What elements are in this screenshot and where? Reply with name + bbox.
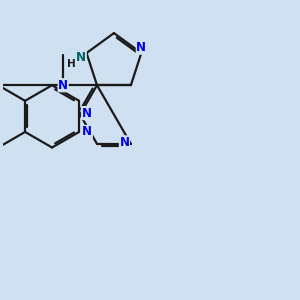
Text: N: N bbox=[76, 51, 86, 64]
Text: H: H bbox=[67, 59, 76, 69]
Text: N: N bbox=[82, 106, 92, 120]
Text: N: N bbox=[82, 125, 92, 139]
Text: N: N bbox=[136, 41, 146, 54]
Text: N: N bbox=[119, 136, 129, 149]
Text: N: N bbox=[58, 79, 68, 92]
